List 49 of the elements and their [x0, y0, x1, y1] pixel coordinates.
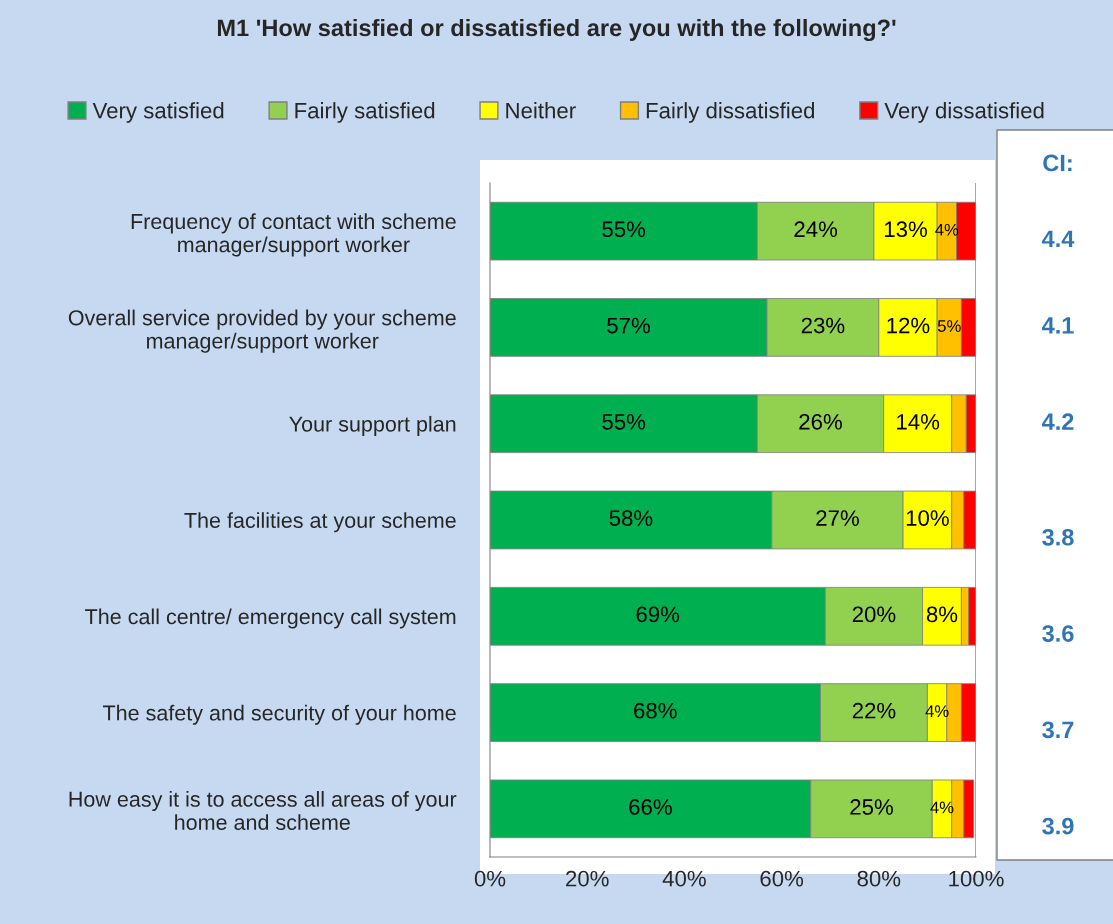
x-tick-label: 60% [760, 870, 804, 887]
data-label: 14% [897, 414, 940, 430]
text: 4.1 [1041, 317, 1074, 334]
x-tick-label: 0% [474, 870, 506, 887]
data-label: 69% [636, 606, 680, 623]
y-tick-label: The call centre/ emergency call system [85, 608, 456, 629]
data-label: 25% [850, 799, 893, 815]
data-label: 24% [794, 221, 838, 238]
text: 3.8 [1042, 528, 1074, 546]
data-label: 22% [852, 702, 896, 719]
data-label: 26% [799, 413, 842, 430]
chart-title: M1 'How satisfied or dissatisfied are you with the following?' [217, 18, 896, 42]
y-tick-label: Frequency of contact with scheme manager/support worker [131, 213, 456, 257]
y-tick-label: Overall service provided by your scheme manager/support worker [68, 309, 456, 353]
data-label: 4% [930, 801, 954, 814]
data-label: 27% [816, 510, 859, 526]
data-label: 13% [884, 221, 927, 238]
x-tick-label: 80% [857, 870, 901, 887]
data-label: 10% [906, 510, 949, 526]
x-tick-label: 100% [949, 870, 1004, 887]
text: 3.6 [1042, 625, 1074, 642]
text: CI: [1043, 154, 1072, 172]
y-tick-label: Your support plan [289, 415, 456, 436]
legend-label: Neither [506, 102, 576, 119]
data-label: 5% [937, 320, 961, 332]
data-label: 58% [609, 510, 653, 526]
legend-label: Fairly satisfied [295, 102, 435, 123]
legend-label: Fairly dissatisfied [646, 102, 815, 123]
data-label: 4% [925, 705, 949, 717]
legend-label: Very dissatisfied [884, 102, 1044, 123]
data-label: 8% [926, 606, 958, 623]
data-label: 23% [801, 317, 845, 334]
y-tick-label: How easy it is to access all areas of your home and scheme [69, 791, 457, 831]
y-tick-label: The facilities at your scheme [184, 512, 456, 533]
legend-label: Very satisfied [92, 102, 224, 123]
data-label: 66% [629, 799, 672, 815]
text: 4.4 [1041, 230, 1075, 247]
text: 3.7 [1042, 721, 1074, 739]
data-label: 55% [602, 414, 646, 430]
x-tick-label: 20% [566, 870, 609, 887]
y-tick-label: The safety and security of your home [102, 704, 456, 725]
data-label: 20% [852, 606, 896, 623]
text: 3.9 [1042, 817, 1074, 835]
text: 4.2 [1041, 413, 1074, 430]
data-label: 57% [607, 317, 650, 334]
data-label: 68% [634, 702, 677, 719]
data-label: 12% [887, 317, 930, 334]
x-tick-label: 40% [662, 870, 706, 887]
data-label: 55% [602, 221, 646, 238]
